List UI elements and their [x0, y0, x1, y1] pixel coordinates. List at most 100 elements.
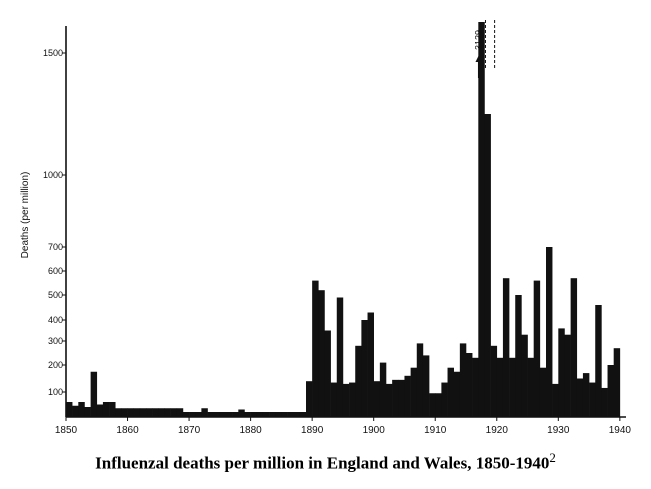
bar-1868 — [176, 408, 184, 417]
bar-1871 — [195, 412, 202, 417]
bar-1904 — [398, 379, 405, 417]
bar-1882 — [262, 412, 270, 417]
bar-1919 — [490, 345, 498, 417]
x-tick-label-1930: 1930 — [547, 425, 570, 436]
annotation-layer: 3129 — [473, 20, 496, 78]
bar-1896 — [349, 382, 356, 417]
bar-1865 — [158, 408, 165, 417]
bar-1903 — [392, 379, 399, 417]
bar-1880 — [250, 412, 258, 417]
y-tick-label-700: 700 — [48, 242, 63, 252]
bar-1912 — [447, 367, 454, 417]
bar-1888 — [299, 412, 307, 417]
bar-1926 — [533, 280, 541, 417]
bar-1864 — [152, 408, 159, 417]
bar-1909 — [429, 393, 436, 417]
bar-1927 — [539, 367, 547, 417]
bar-1900 — [373, 381, 381, 417]
axis-layer — [65, 26, 626, 418]
bar-1907 — [416, 343, 424, 417]
bar-1901 — [379, 362, 387, 417]
bar-1875 — [219, 412, 227, 417]
bar-1866 — [164, 408, 171, 417]
bar-1891 — [318, 290, 325, 417]
bar-1886 — [287, 412, 294, 417]
x-tick-label-1880: 1880 — [239, 425, 262, 436]
y-tick-label-100: 100 — [48, 387, 63, 397]
bar-1928 — [546, 247, 553, 417]
bar-1883 — [269, 412, 276, 417]
bar-1937 — [601, 387, 608, 417]
bar-1934 — [582, 373, 590, 417]
bar-1918 — [484, 114, 491, 417]
bar-1925 — [527, 357, 534, 417]
bar-1851 — [72, 405, 79, 417]
bar-1895 — [342, 383, 350, 417]
bar-1857 — [109, 402, 116, 417]
bar-1931 — [564, 334, 571, 417]
bar-1881 — [256, 412, 264, 417]
bar-1921 — [502, 278, 510, 417]
bar-1854 — [90, 371, 98, 417]
y-axis-label: Deaths (per million) — [20, 172, 31, 259]
bar-1913 — [453, 371, 461, 417]
chart-caption: Influenzal deaths per million in England… — [0, 450, 651, 474]
bar-1855 — [96, 404, 104, 417]
y-tick-label-200: 200 — [48, 360, 63, 370]
annotation-arrowhead — [475, 56, 482, 62]
bar-1932 — [570, 278, 578, 417]
bar-1923 — [515, 295, 522, 417]
bar-1879 — [244, 412, 251, 417]
bar-1856 — [102, 402, 110, 417]
bar-1905 — [404, 375, 411, 417]
x-tick-label-1900: 1900 — [363, 425, 386, 436]
bar-1920 — [496, 357, 504, 417]
y-tick-label-400: 400 — [48, 315, 63, 325]
bar-1917 — [478, 22, 485, 417]
bar-1916 — [472, 357, 479, 417]
x-tick-label-1940: 1940 — [609, 425, 632, 436]
bar-1873 — [207, 412, 214, 417]
bar-1898 — [361, 320, 368, 417]
bar-1935 — [589, 382, 596, 417]
bar-1858 — [115, 408, 122, 417]
bar-1893 — [330, 382, 338, 417]
tick-layer: 100 200 300 400 500 600 700 1000 1500 1850 1860 187… — [43, 48, 631, 436]
x-tick-label-1870: 1870 — [178, 425, 201, 436]
bar-1924 — [521, 334, 528, 417]
bar-1929 — [552, 383, 559, 417]
bar-1850 — [66, 402, 73, 417]
x-tick-label-1890: 1890 — [301, 425, 324, 436]
y-tick-label-1500: 1500 — [43, 48, 63, 58]
annotation-label: 3129 — [473, 30, 483, 50]
caption-text: Influenzal deaths per million in England… — [95, 453, 550, 473]
bar-1914 — [459, 343, 467, 417]
bar-1862 — [139, 408, 147, 417]
bar-1915 — [466, 353, 473, 417]
bar-1860 — [127, 408, 134, 417]
bar-1922 — [509, 357, 516, 417]
bar-1899 — [367, 312, 374, 417]
bar-1936 — [595, 305, 602, 417]
bar-1863 — [146, 408, 153, 417]
bar-1887 — [293, 412, 301, 417]
bar-1853 — [84, 407, 91, 417]
bar-1878 — [238, 409, 245, 417]
bar-1867 — [170, 408, 178, 417]
y-tick-label-500: 500 — [48, 290, 63, 300]
x-tick-label-1860: 1860 — [116, 425, 139, 436]
bar-layer — [66, 22, 621, 417]
x-tick-label-1910: 1910 — [424, 425, 447, 436]
bar-1877 — [232, 412, 239, 417]
bar-1892 — [324, 330, 331, 417]
bar-1876 — [226, 412, 233, 417]
y-tick-label-300: 300 — [48, 336, 63, 346]
bar-1933 — [576, 378, 584, 417]
bar-1885 — [281, 412, 288, 417]
bar-1908 — [422, 355, 430, 417]
bar-1874 — [213, 412, 221, 417]
bar-1911 — [441, 382, 448, 417]
bar-1890 — [312, 280, 319, 417]
